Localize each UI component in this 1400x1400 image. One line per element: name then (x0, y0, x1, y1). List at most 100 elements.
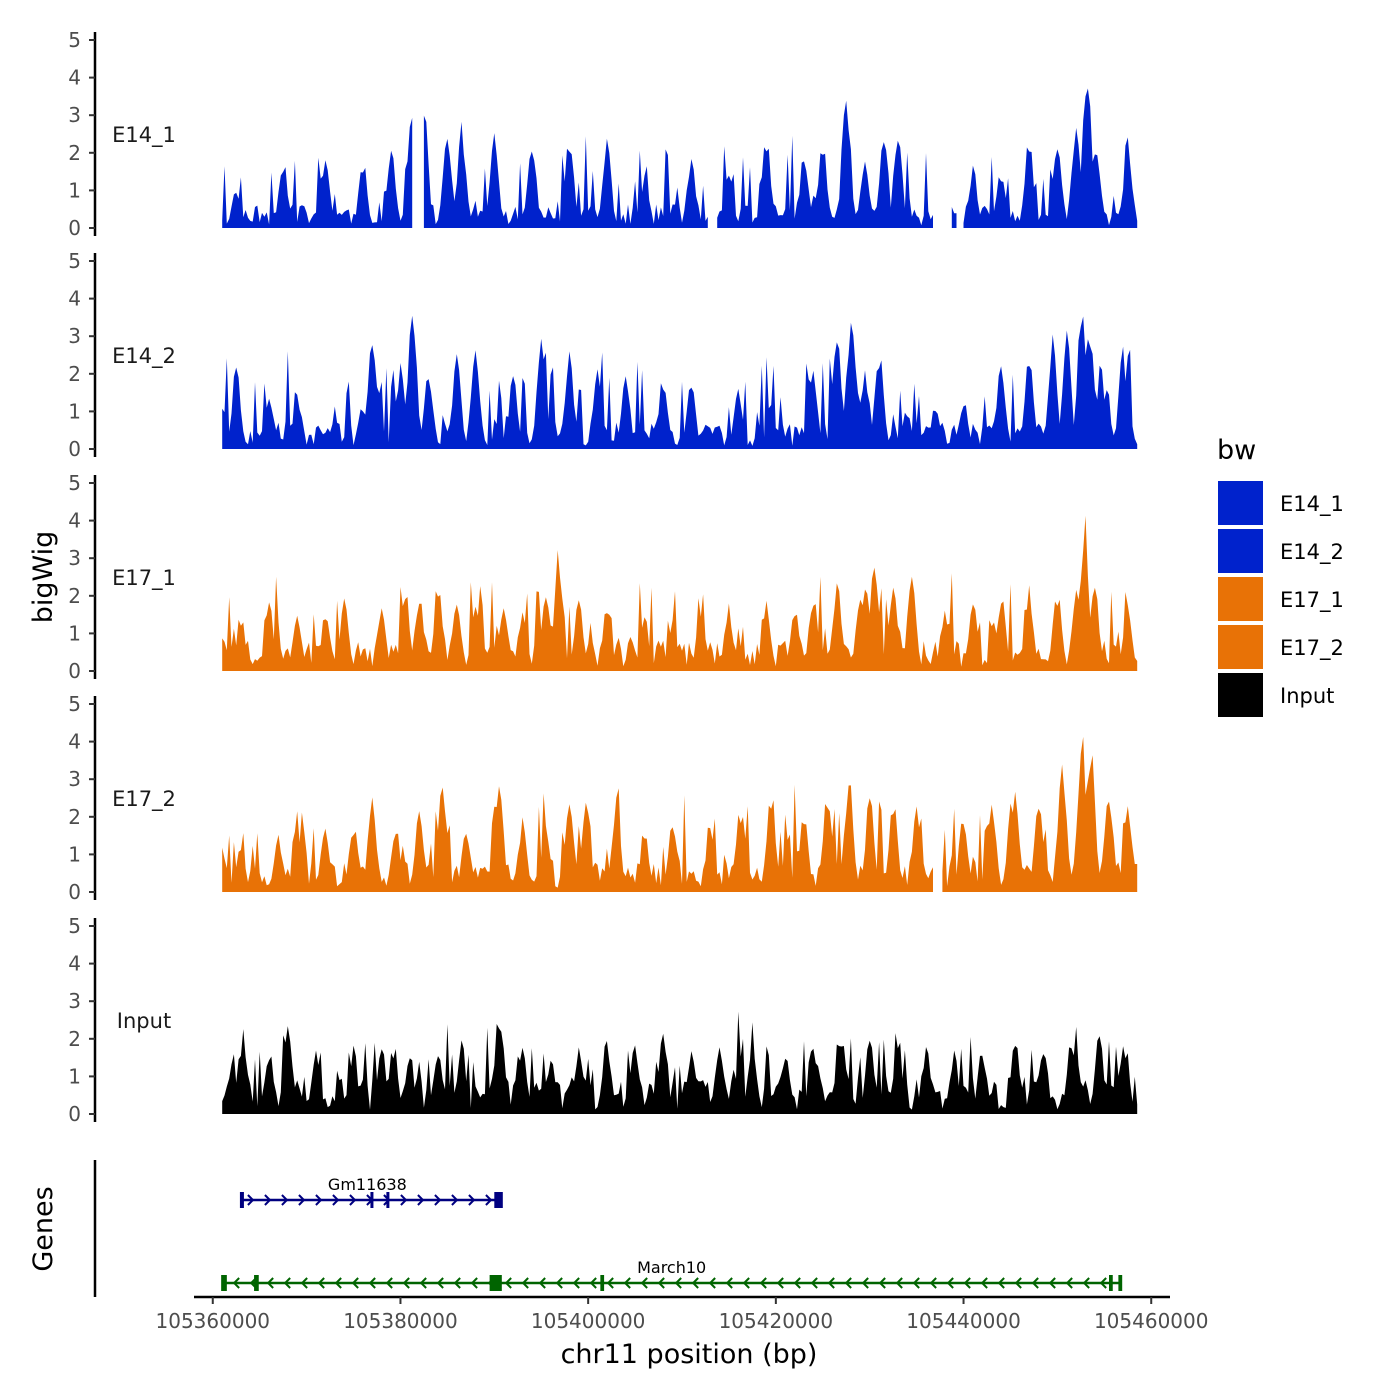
y-tick-label: 4 (68, 952, 81, 976)
strand-chevron (266, 1277, 274, 1289)
strand-chevron (332, 1194, 340, 1206)
y-tick-label: 5 (68, 249, 81, 273)
strand-chevron (349, 1194, 357, 1206)
legend-label: E17_1 (1280, 588, 1344, 613)
strand-chevron (485, 1194, 493, 1206)
exon (600, 1275, 605, 1291)
strand-chevron (419, 1277, 427, 1289)
y-tick-label: 3 (68, 324, 81, 348)
strand-chevron (300, 1277, 308, 1289)
strand-chevron (912, 1277, 920, 1289)
strand-chevron (402, 1277, 410, 1289)
x-tick-label: 105360000 (156, 1309, 271, 1333)
strand-chevron (946, 1277, 954, 1289)
legend-swatch (1218, 481, 1263, 525)
strand-chevron (589, 1277, 597, 1289)
strand-chevron (878, 1277, 886, 1289)
strand-chevron (1065, 1277, 1073, 1289)
exon (240, 1192, 244, 1208)
track-label: E14_2 (112, 344, 176, 369)
y-tick-label: 2 (68, 362, 81, 386)
strand-chevron (606, 1277, 614, 1289)
strand-chevron (453, 1277, 461, 1289)
legend-swatch (1218, 673, 1263, 717)
strand-chevron (247, 1194, 255, 1206)
track-e17-1: 0 1 2 3 4 5 E17_1 (68, 471, 1138, 683)
track-label: Input (117, 1009, 171, 1033)
strand-chevron (400, 1194, 408, 1206)
strand-chevron (895, 1277, 903, 1289)
strand-chevron (691, 1277, 699, 1289)
y-tick-label: 3 (68, 767, 81, 791)
strand-chevron (434, 1194, 442, 1206)
track-label: E17_1 (112, 566, 176, 591)
legend-title: bw (1217, 435, 1256, 466)
strand-chevron (315, 1194, 323, 1206)
exon (254, 1275, 259, 1291)
y-tick-label: 5 (68, 914, 81, 938)
x-axis: 105360000 105380000 105400000 105420000 1054… (156, 1295, 1208, 1333)
strand-chevron (283, 1277, 291, 1289)
strand-chevron (436, 1277, 444, 1289)
exon (494, 1192, 502, 1208)
strand-chevron (827, 1277, 835, 1289)
gene-label: March10 (637, 1258, 706, 1277)
strand-chevron (708, 1277, 716, 1289)
strand-chevron (521, 1277, 529, 1289)
strand-chevron (572, 1277, 580, 1289)
y-tick-label: 0 (68, 659, 81, 683)
y-tick-label: 1 (68, 842, 81, 866)
legend-label: Input (1280, 684, 1334, 708)
strand-chevron (281, 1194, 289, 1206)
legend-label: E14_1 (1280, 492, 1344, 517)
strand-chevron (929, 1277, 937, 1289)
genes-layer: Gm11638 March10 (93, 1160, 1123, 1297)
y-tick-label: 4 (68, 509, 81, 533)
strand-chevron (810, 1277, 818, 1289)
exon (370, 1192, 374, 1208)
legend: bw E14_1 E14_2 E17_1 E17_2 Input (1217, 435, 1344, 717)
strand-chevron (451, 1194, 459, 1206)
track-label: E17_2 (112, 787, 176, 812)
strand-chevron (742, 1277, 750, 1289)
y-tick-label: 5 (68, 692, 81, 716)
exon (489, 1275, 502, 1291)
strand-chevron (504, 1277, 512, 1289)
y-tick-label: 4 (68, 730, 81, 754)
y-tick-label: 1 (68, 621, 81, 645)
strand-chevron (640, 1277, 648, 1289)
y-tick-label: 4 (68, 287, 81, 311)
y-tick-label: 5 (68, 471, 81, 495)
legend-swatch (1218, 625, 1263, 669)
strand-chevron (334, 1277, 342, 1289)
track-input: 0 1 2 3 4 5 Input (68, 914, 1138, 1126)
strand-chevron (368, 1277, 376, 1289)
y-tick-label: 2 (68, 584, 81, 608)
strand-chevron (997, 1277, 1005, 1289)
strand-chevron (298, 1194, 306, 1206)
exon (222, 1275, 227, 1291)
legend-label: E17_2 (1280, 636, 1344, 661)
strand-chevron (674, 1277, 682, 1289)
strand-chevron (963, 1277, 971, 1289)
y-tick-label: 3 (68, 989, 81, 1013)
strand-chevron (725, 1277, 733, 1289)
strand-chevron (980, 1277, 988, 1289)
signal-area (222, 515, 1138, 671)
legend-swatch (1218, 577, 1263, 621)
strand-chevron (555, 1277, 563, 1289)
strand-chevron (861, 1277, 869, 1289)
y-tick-label: 1 (68, 178, 81, 202)
y-tick-label: 0 (68, 437, 81, 461)
x-tick-label: 105440000 (906, 1309, 1021, 1333)
genes-axis-title: Genes (28, 1186, 59, 1271)
track-e14-2: 0 1 2 3 4 5 E14_2 (68, 249, 1138, 461)
strand-chevron (759, 1277, 767, 1289)
x-tick-label: 105400000 (531, 1309, 646, 1333)
strand-chevron (623, 1277, 631, 1289)
strand-chevron (1082, 1277, 1090, 1289)
strand-chevron (1048, 1277, 1056, 1289)
y-tick-label: 0 (68, 880, 81, 904)
strand-chevron (385, 1277, 393, 1289)
y-tick-label: 0 (68, 216, 81, 240)
